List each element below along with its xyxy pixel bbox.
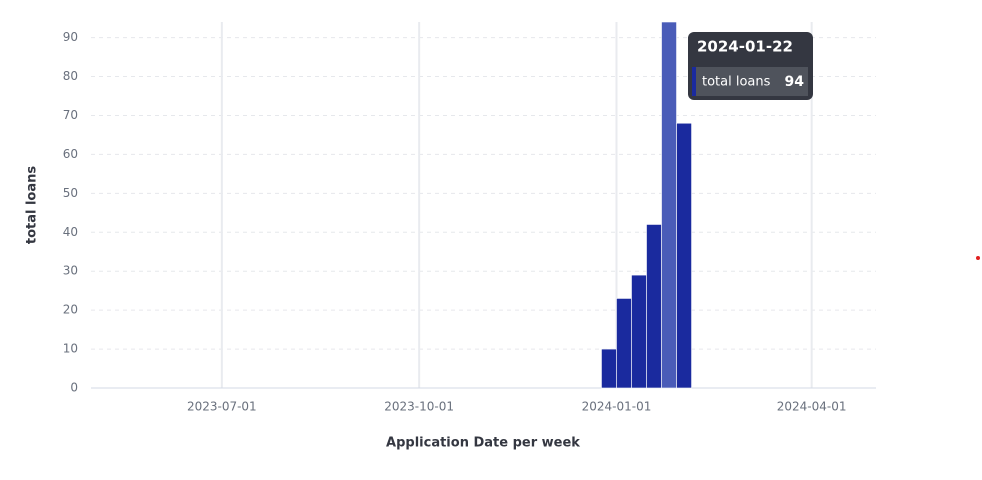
bar	[631, 274, 647, 389]
tooltip: 2024-01-22 total loans 94	[688, 32, 813, 100]
x-tick-label: 2024-04-01	[777, 400, 847, 414]
y-tick-label: 20	[63, 303, 78, 317]
bar	[601, 348, 617, 389]
indicator-dot	[976, 256, 980, 260]
y-tick-label: 80	[63, 69, 78, 83]
y-tick-label: 40	[63, 225, 78, 239]
x-axis-title: Application Date per week	[386, 436, 580, 451]
x-tick-label: 2023-07-01	[187, 400, 257, 414]
y-tick-label: 70	[63, 108, 78, 122]
y-tick-label: 90	[63, 30, 78, 44]
y-axis-title: total loans	[25, 166, 40, 245]
y-tick-label: 60	[63, 147, 78, 161]
tooltip-swatch	[692, 67, 696, 96]
tooltip-title: 2024-01-22	[697, 38, 793, 56]
y-tick-label: 30	[63, 264, 78, 278]
x-tick-label: 2024-01-01	[582, 400, 652, 414]
y-tick-label: 10	[63, 342, 78, 356]
y-tick-label: 50	[63, 186, 78, 200]
tooltip-value: 94	[785, 74, 805, 90]
bar	[616, 298, 632, 389]
tooltip-label: total loans	[702, 75, 771, 90]
bar	[676, 122, 692, 389]
tooltip-row	[692, 67, 808, 96]
bar	[661, 21, 677, 389]
bar	[646, 224, 662, 389]
y-tick-label: 0	[70, 381, 78, 395]
x-tick-label: 2023-10-01	[384, 400, 454, 414]
